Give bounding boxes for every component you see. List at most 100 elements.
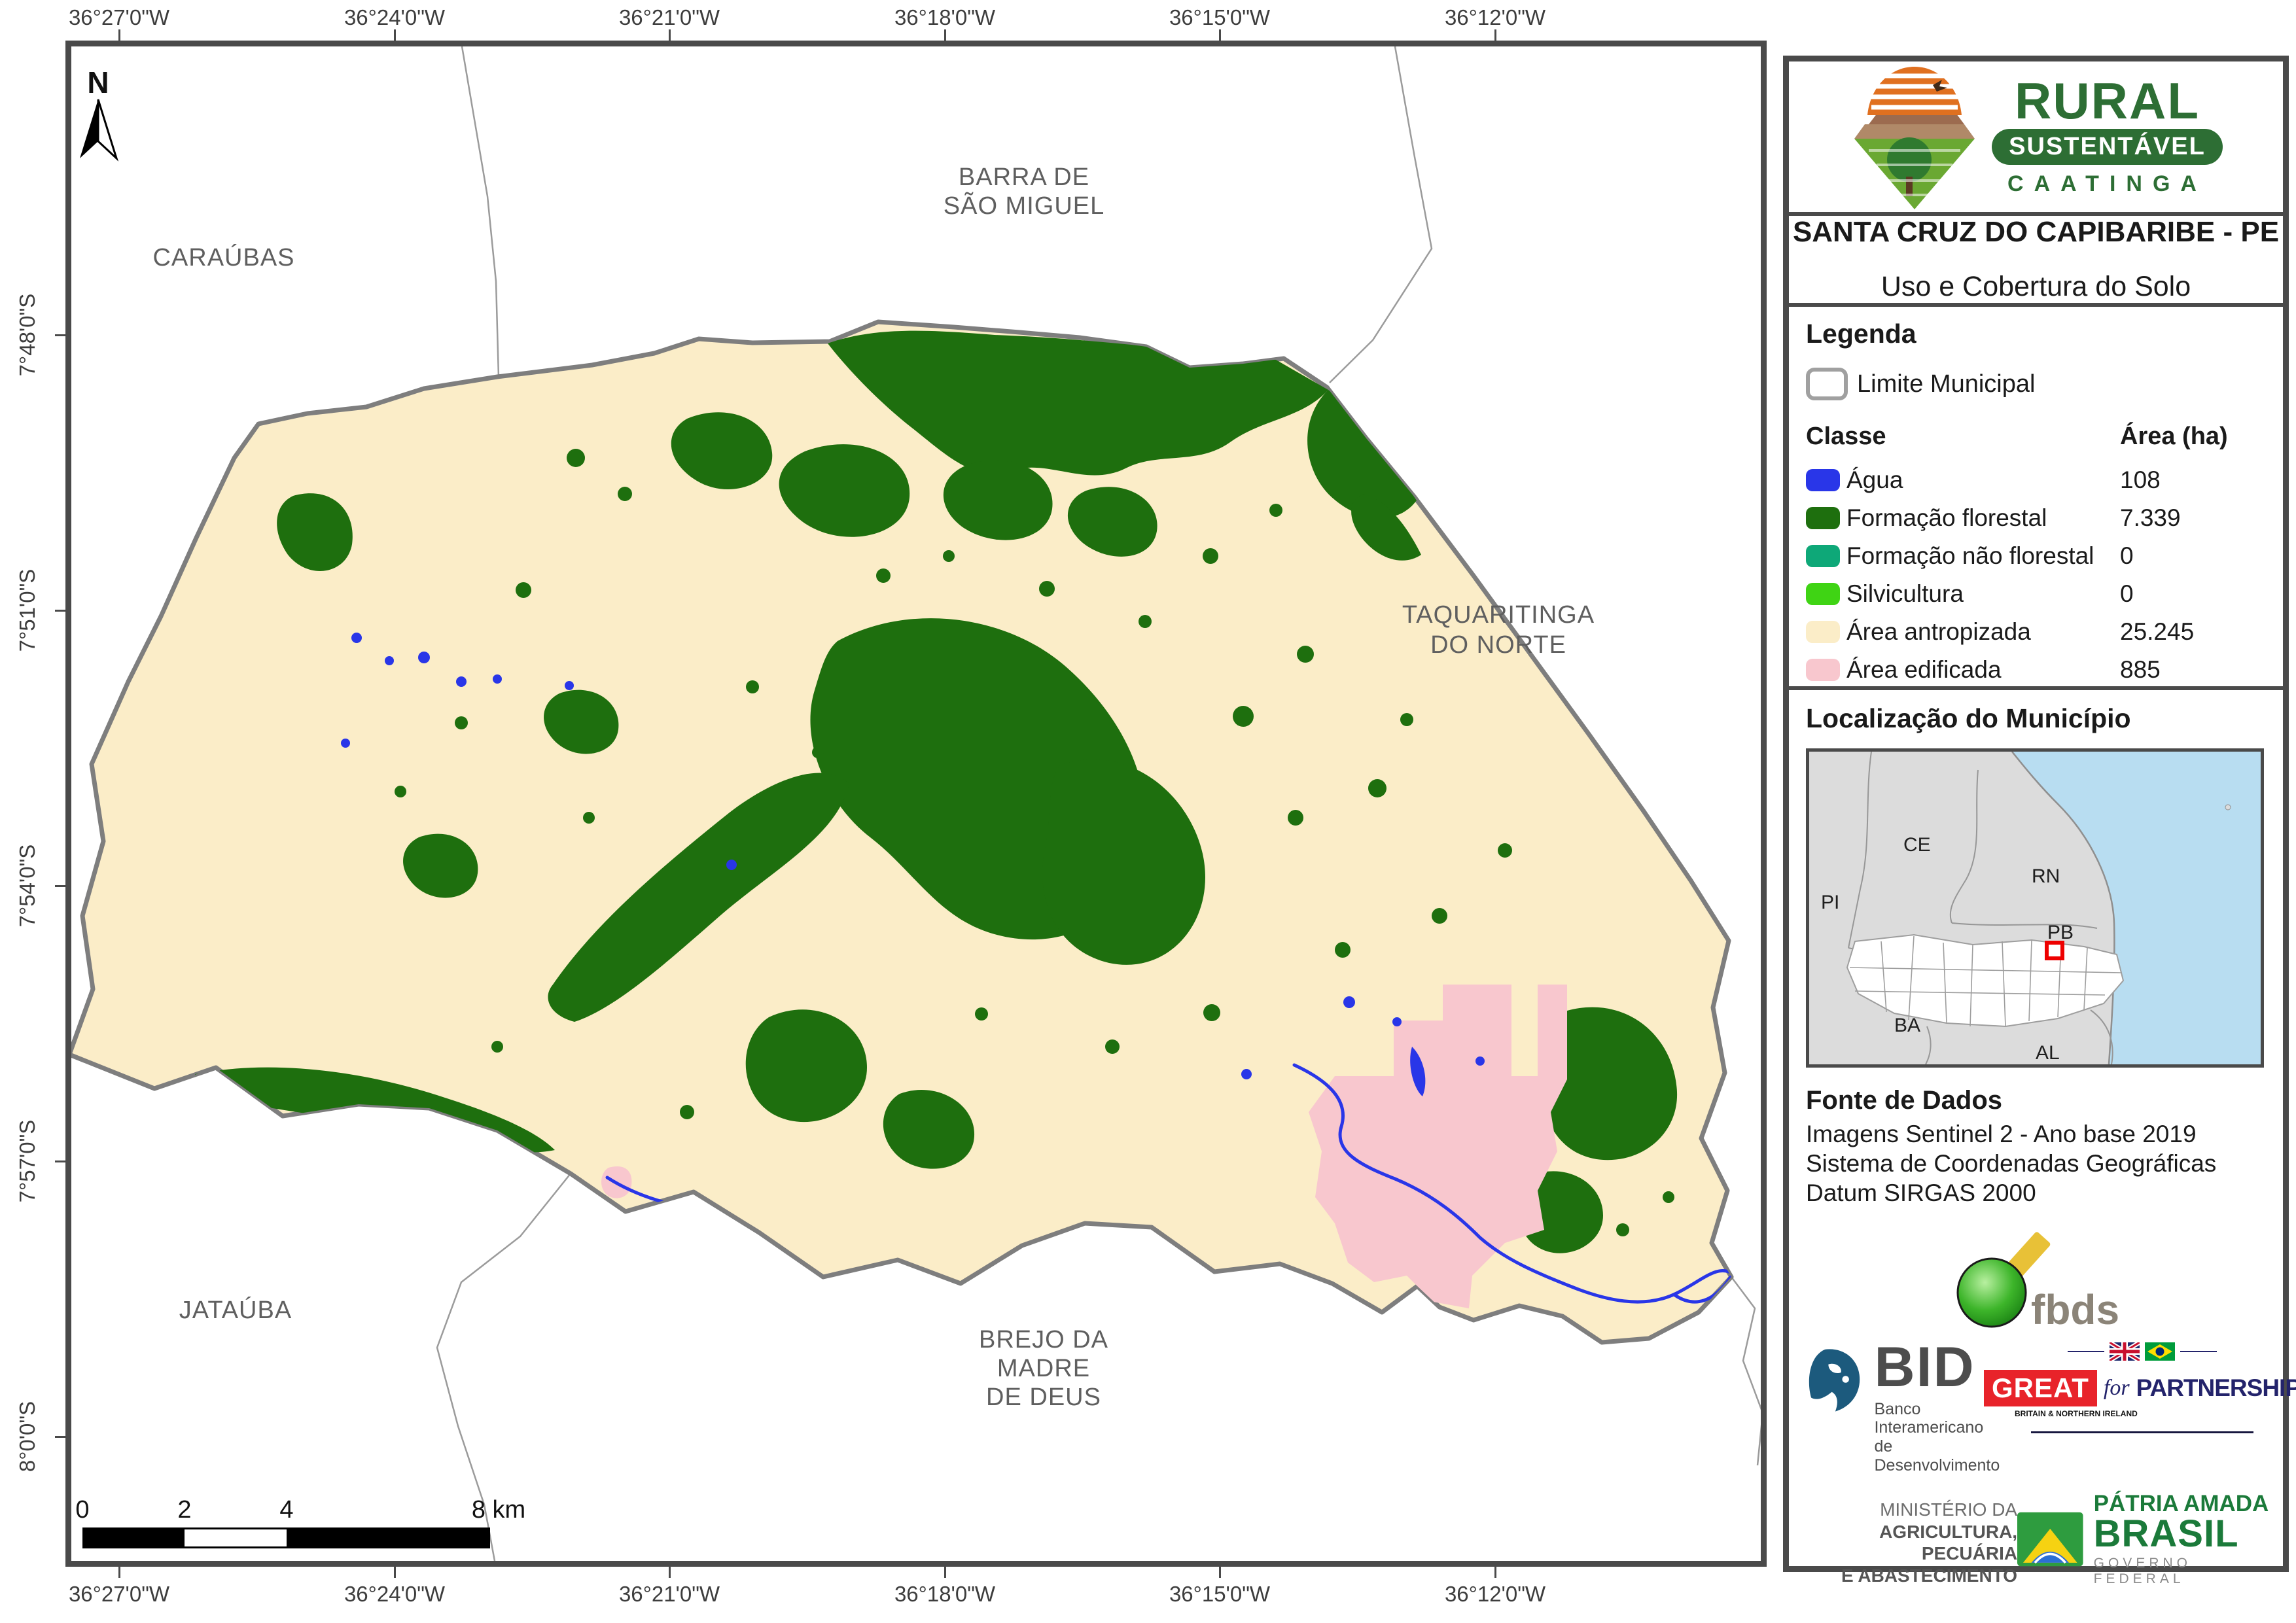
- ministry-line-2: AGRICULTURA, PECUÁRIA: [1879, 1521, 2018, 1564]
- brand-caatinga: CAATINGA: [2007, 171, 2207, 197]
- legend-row: Área antropizada 25.245: [1806, 613, 2266, 651]
- axis-tick: [55, 885, 66, 887]
- axis-tick: [669, 29, 671, 41]
- map-subtitle: Uso e Cobertura do Solo: [1881, 271, 2191, 302]
- brand-rural: RURAL: [2015, 71, 2200, 130]
- partner-logos: BID Banco Interamericano de Desenvolvime…: [1789, 1336, 2296, 1605]
- patria-amada-brasil-logo: PÁTRIA AMADA BRASIL GOVERNO FEDERAL: [2017, 1492, 2270, 1587]
- axis-bottom-label: 36°15'0"W: [1169, 1582, 1271, 1606]
- bid-wordmark: BID: [1874, 1336, 1975, 1399]
- axis-tick: [944, 1567, 946, 1578]
- fbds-icon: fbds: [1956, 1232, 2119, 1333]
- brazil-flag-icon: [2145, 1342, 2175, 1361]
- class-swatch: [1806, 621, 1840, 643]
- great-subtitle: BRITAIN & NORTHERN IRELAND: [2015, 1409, 2138, 1419]
- inset-map: CE RN PI PB BA AL: [1806, 748, 2264, 1068]
- neighbor-labels: CARAÚBAS BARRA DE SÃO MIGUEL TAQUARITING…: [152, 164, 1595, 1411]
- bid-logo: BID Banco Interamericano de Desenvolvime…: [1802, 1336, 2015, 1475]
- axis-tick: [1494, 29, 1496, 41]
- inset-label-pb: PB: [2047, 922, 2074, 943]
- axis-left-label: 7°48'0"S: [15, 293, 39, 377]
- axis-bottom-label: 36°24'0"W: [344, 1582, 446, 1606]
- great-partnership-logo: GREAT for PARTNERSHIP BRITAIN & NORTHERN…: [1983, 1342, 2296, 1434]
- legend-row: Área edificada 885: [1806, 651, 2266, 689]
- great-wordmark: GREAT: [1983, 1370, 2097, 1407]
- class-swatch: [1806, 583, 1840, 605]
- limite-label: Limite Municipal: [1857, 370, 2036, 398]
- axis-tick: [1219, 1567, 1221, 1578]
- axis-left-label: 8°0'0"S: [15, 1401, 39, 1473]
- label-barra-1: BARRA DE: [959, 164, 1089, 191]
- map-svg: CARAÚBAS BARRA DE SÃO MIGUEL TAQUARITING…: [71, 46, 1761, 1561]
- brand-header: RURAL SUSTENTÁVEL CAATINGA: [1789, 61, 2283, 216]
- axis-top-label: 36°15'0"W: [1169, 5, 1271, 29]
- municipality-marker: [2045, 941, 2064, 960]
- axis-bottom-label: 36°18'0"W: [894, 1582, 996, 1606]
- inset-label-rn: RN: [2032, 865, 2060, 887]
- label-brejo-1: BREJO DA: [979, 1326, 1108, 1353]
- class-label: Área edificada: [1846, 656, 2002, 683]
- legend: Legenda Limite Municipal Classe Área (ha…: [1789, 307, 2283, 690]
- axis-tick: [1219, 29, 1221, 41]
- inset-label-al: AL: [2036, 1042, 2060, 1064]
- fbds-logo: fbds: [1789, 1208, 2283, 1336]
- patria-amada-text: PÁTRIA AMADA: [2093, 1490, 2269, 1516]
- class-swatch: [1806, 545, 1840, 567]
- class-label: Silvicultura: [1846, 580, 1964, 607]
- great-for: for: [2103, 1376, 2130, 1401]
- ministry-line-1: MINISTÉRIO DA: [1880, 1499, 2018, 1520]
- scale-bar: 0 2 4 8 km: [75, 1496, 525, 1548]
- axis-top-label: 36°27'0"W: [68, 5, 170, 29]
- class-area: 0: [2120, 542, 2134, 569]
- map-title: SANTA CRUZ DO CAPIBARIBE - PE: [1792, 216, 2280, 248]
- label-jatauba: JATAÚBA: [179, 1296, 292, 1324]
- limite-swatch: [1806, 368, 1848, 400]
- brasil-gov-icon: [2017, 1512, 2083, 1567]
- inset-map-svg: CE RN PI PB BA AL: [1809, 751, 2261, 1065]
- legend-row: Formação não florestal 0: [1806, 537, 2266, 575]
- label-taquaritinga-1: TAQUARITINGA: [1402, 601, 1595, 629]
- location-heading: Localização do Município: [1806, 703, 2131, 733]
- axis-left-label: 7°51'0"S: [15, 568, 39, 652]
- class-area: 108: [2120, 466, 2161, 493]
- class-area: 25.245: [2120, 618, 2195, 645]
- rural-sustentavel-caatinga-icon: [1854, 67, 1975, 209]
- flag-rule-right: [2180, 1351, 2217, 1353]
- flag-rule-left: [2068, 1351, 2104, 1353]
- bid-subtitle-1: Banco Interamericano: [1874, 1399, 1984, 1437]
- label-taquaritinga-2: DO NORTE: [1430, 631, 1566, 659]
- axis-bottom-label: 36°21'0"W: [618, 1582, 720, 1606]
- ministry-logo: MINISTÉRIO DA AGRICULTURA, PECUÁRIA E AB…: [1802, 1499, 2017, 1586]
- brasil-text: BRASIL: [2093, 1512, 2239, 1555]
- axis-tick: [1494, 1567, 1496, 1578]
- legend-row: Silvicultura 0: [1806, 575, 2266, 613]
- inset-label-ba: BA: [1894, 1015, 1920, 1036]
- axis-tick: [394, 1567, 396, 1578]
- axis-tick: [55, 610, 66, 612]
- bid-subtitle-2: de Desenvolvimento: [1874, 1437, 2000, 1475]
- axis-top-label: 36°12'0"W: [1444, 5, 1546, 29]
- legend-col-area: Área (ha): [2120, 423, 2228, 450]
- label-brejo-3: DE DEUS: [986, 1384, 1101, 1411]
- brand-sustentavel: SUSTENTÁVEL: [1992, 129, 2223, 166]
- axis-tick: [55, 1436, 66, 1438]
- axis-tick: [394, 29, 396, 41]
- class-label: Área antropizada: [1846, 618, 2031, 645]
- legend-columns: Classe Área (ha): [1806, 423, 2266, 451]
- partnership-wordmark: PARTNERSHIP: [2136, 1374, 2296, 1402]
- scale-label-0: 0: [75, 1496, 89, 1524]
- axis-tick: [944, 29, 946, 41]
- legend-row: Formação florestal 7.339: [1806, 499, 2266, 537]
- governo-federal-text: GOVERNO FEDERAL: [2093, 1555, 2191, 1586]
- scale-label-2: 2: [177, 1496, 191, 1524]
- neighbor-boundaries: [71, 46, 1761, 1561]
- axis-tick: [118, 1567, 120, 1578]
- inset-label-pi: PI: [1821, 892, 1839, 913]
- class-label: Água: [1846, 466, 1903, 493]
- axis-bottom-label: 36°27'0"W: [68, 1582, 170, 1606]
- legend-row: Água 108: [1806, 461, 2266, 499]
- axis-top-label: 36°18'0"W: [894, 5, 996, 29]
- axis-tick: [55, 1161, 66, 1162]
- class-area: 885: [2120, 656, 2161, 683]
- forest-layer: [195, 330, 1678, 1253]
